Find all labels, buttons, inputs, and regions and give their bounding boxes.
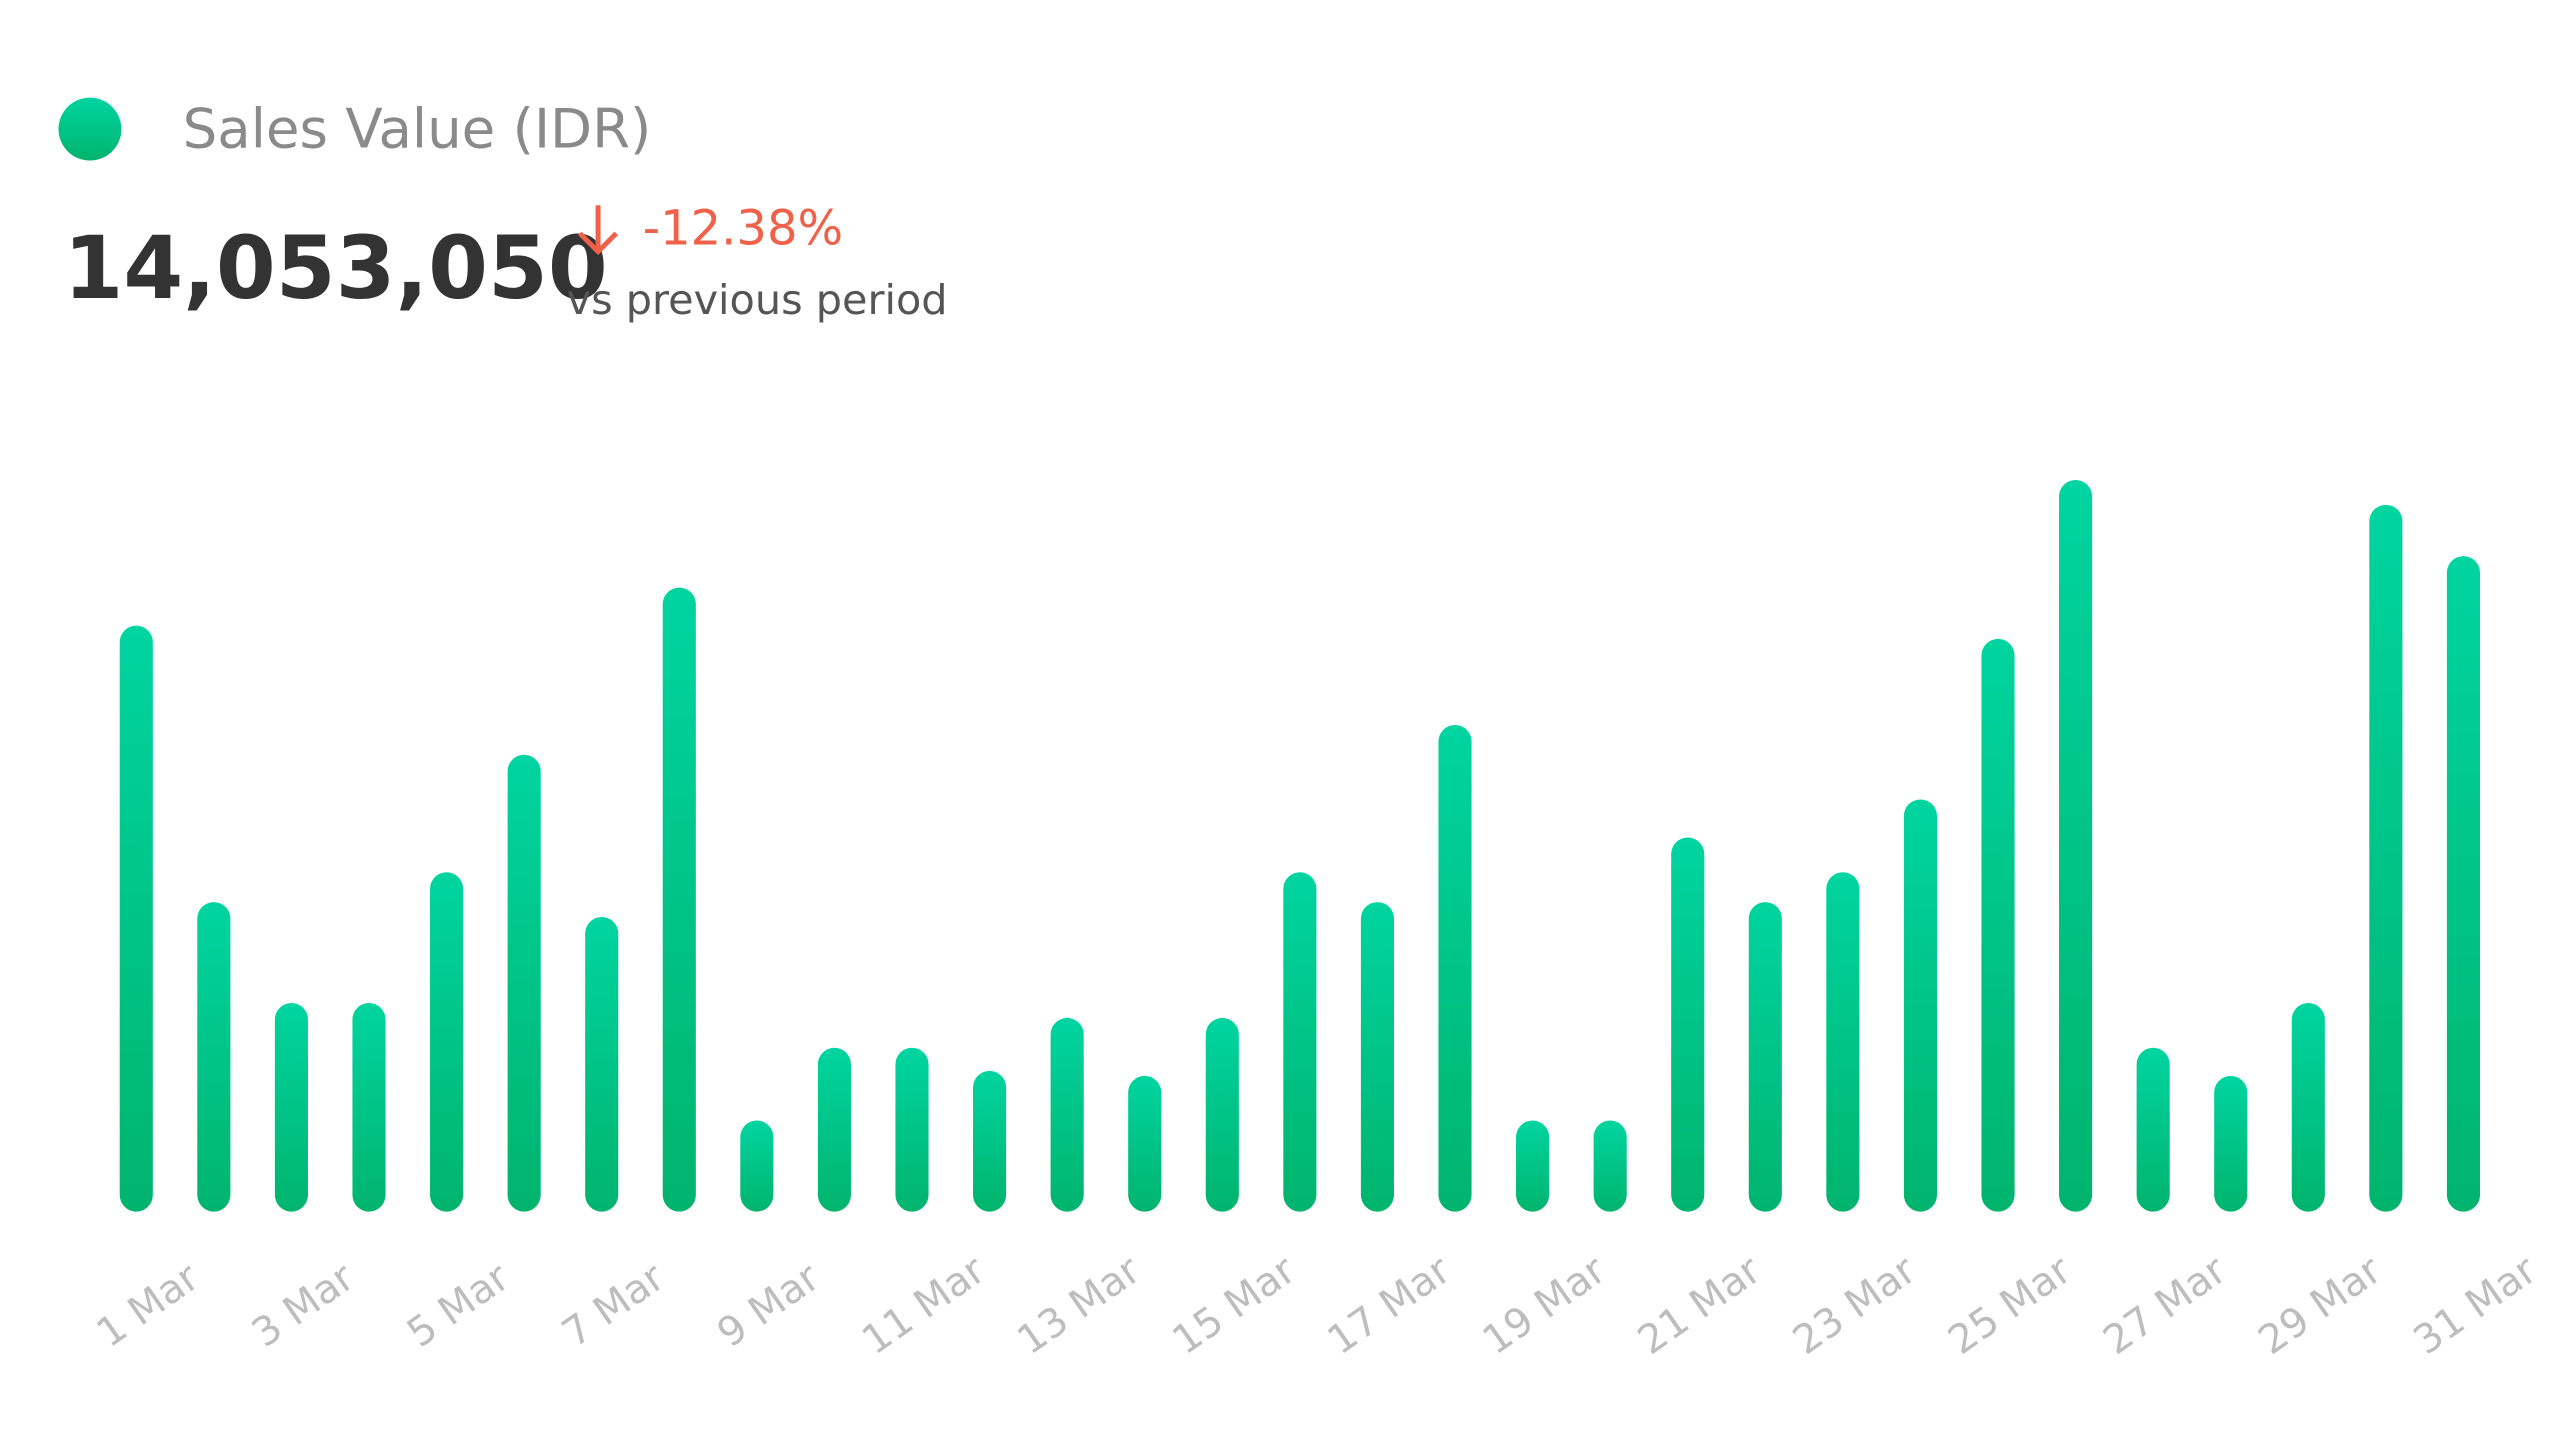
bar	[1360, 902, 1394, 1212]
bar	[1671, 837, 1705, 1212]
down-arrow	[578, 205, 619, 256]
bar	[1050, 1017, 1084, 1212]
x-tick-label: 19 Mar	[1475, 1247, 1615, 1364]
bar	[2446, 556, 2480, 1212]
x-tick-label: 29 Mar	[2250, 1247, 2390, 1364]
bar	[352, 1003, 386, 1212]
change-value: -12.38%	[643, 201, 843, 257]
bar	[1981, 638, 2015, 1212]
x-tick-label: 9 Mar	[709, 1254, 828, 1357]
bar	[2369, 504, 2403, 1212]
x-tick-label: 25 Mar	[1940, 1247, 2080, 1364]
x-tick-label: 1 Mar	[89, 1254, 208, 1357]
bar	[1438, 724, 1472, 1212]
x-tick-label: 13 Mar	[1009, 1247, 1149, 1364]
x-tick-label: 3 Mar	[244, 1254, 363, 1357]
bar	[2136, 1047, 2170, 1212]
bar	[507, 754, 541, 1212]
bar	[274, 1003, 308, 1212]
bar	[197, 902, 231, 1212]
x-tick-label: 7 Mar	[554, 1254, 673, 1357]
bar	[1748, 902, 1782, 1212]
legend-label: Sales Value (IDR)	[183, 97, 652, 161]
total-value: 14,053,050	[63, 219, 607, 319]
x-tick-label: 31 Mar	[2405, 1247, 2545, 1364]
bar	[1516, 1120, 1550, 1212]
bar	[1283, 872, 1317, 1212]
x-tick-label: 27 Mar	[2095, 1247, 2235, 1364]
comparison-label: vs previous period	[567, 276, 948, 324]
x-tick-label: 15 Mar	[1164, 1247, 1304, 1364]
bar	[895, 1047, 929, 1212]
bar	[662, 587, 696, 1212]
bar	[1903, 799, 1937, 1212]
bar	[1128, 1075, 1162, 1212]
x-tick-label: 17 Mar	[1319, 1247, 1459, 1364]
bar	[2214, 1075, 2248, 1212]
bar	[1593, 1120, 1627, 1212]
bar	[585, 916, 619, 1212]
bar	[2291, 1003, 2325, 1212]
bar	[973, 1070, 1007, 1212]
x-tick-label: 21 Mar	[1630, 1247, 1770, 1364]
x-tick-label: 11 Mar	[854, 1247, 994, 1364]
bar	[740, 1120, 774, 1212]
bar	[1826, 872, 1860, 1212]
bar	[1205, 1017, 1239, 1212]
bar	[119, 625, 153, 1212]
bar	[430, 872, 464, 1212]
bar	[2059, 480, 2093, 1212]
bar	[817, 1047, 851, 1212]
x-tick-label: 23 Mar	[1785, 1247, 1925, 1364]
x-tick-label: 5 Mar	[399, 1254, 518, 1357]
legend-dot	[58, 97, 122, 161]
